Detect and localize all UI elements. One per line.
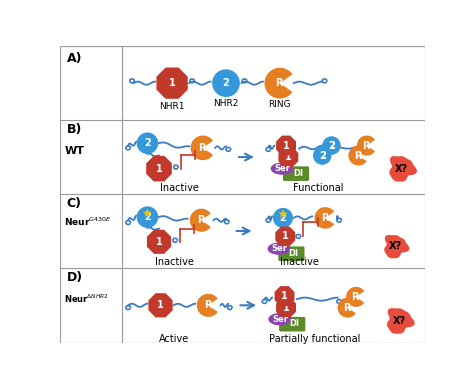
Text: Neur$^{\Delta NHR2}$: Neur$^{\Delta NHR2}$ — [64, 293, 109, 305]
Text: Dl: Dl — [289, 249, 299, 258]
Circle shape — [137, 206, 158, 228]
FancyBboxPatch shape — [279, 317, 305, 331]
Text: 1: 1 — [155, 237, 163, 247]
Text: Dl: Dl — [290, 319, 300, 328]
Text: Inactive: Inactive — [280, 257, 319, 267]
Wedge shape — [357, 136, 375, 156]
Text: Partially functional: Partially functional — [269, 334, 360, 344]
Text: Active: Active — [159, 334, 190, 344]
Polygon shape — [275, 226, 295, 246]
Text: R: R — [354, 151, 361, 161]
Text: X?: X? — [392, 316, 406, 326]
Text: R: R — [204, 300, 211, 310]
Text: 1: 1 — [283, 141, 290, 151]
Polygon shape — [384, 235, 410, 258]
Text: 2: 2 — [280, 213, 286, 223]
Ellipse shape — [271, 162, 294, 175]
Text: B): B) — [66, 123, 82, 136]
Text: R: R — [321, 213, 328, 223]
FancyBboxPatch shape — [278, 246, 304, 261]
Polygon shape — [146, 156, 172, 181]
Ellipse shape — [268, 313, 292, 325]
Wedge shape — [337, 298, 356, 318]
Wedge shape — [190, 209, 211, 232]
Text: 1: 1 — [282, 231, 289, 241]
Text: 2: 2 — [144, 138, 151, 148]
Text: NHR2: NHR2 — [213, 99, 239, 108]
Text: 2: 2 — [223, 78, 229, 88]
Polygon shape — [389, 156, 417, 182]
Text: R: R — [363, 141, 370, 151]
Wedge shape — [346, 287, 365, 307]
Polygon shape — [143, 209, 152, 217]
Polygon shape — [156, 67, 188, 99]
Text: R: R — [198, 143, 206, 153]
Circle shape — [322, 136, 341, 155]
Text: 1: 1 — [169, 78, 175, 88]
Text: 2: 2 — [319, 151, 326, 161]
Text: Dl: Dl — [293, 169, 303, 178]
Circle shape — [137, 132, 158, 154]
Wedge shape — [315, 207, 334, 229]
Text: WT: WT — [64, 146, 84, 156]
Text: RING: RING — [269, 100, 291, 109]
Text: Ser: Ser — [274, 164, 290, 173]
Circle shape — [313, 146, 331, 165]
Text: X?: X? — [389, 241, 402, 251]
Text: 1: 1 — [157, 300, 164, 310]
Text: 2: 2 — [329, 141, 335, 150]
Text: Inactive: Inactive — [155, 257, 194, 267]
Text: R: R — [197, 215, 204, 225]
Text: Ser: Ser — [272, 315, 288, 324]
Text: 1: 1 — [281, 291, 288, 301]
Polygon shape — [387, 308, 415, 334]
Text: 2: 2 — [328, 141, 335, 151]
Text: 2: 2 — [144, 212, 151, 222]
Polygon shape — [147, 230, 171, 254]
Text: A): A) — [66, 52, 82, 65]
Wedge shape — [264, 68, 292, 99]
Polygon shape — [276, 136, 296, 156]
Text: R: R — [352, 292, 359, 302]
Polygon shape — [279, 209, 287, 218]
Text: Functional: Functional — [293, 183, 344, 193]
Text: 1: 1 — [155, 164, 163, 174]
Text: R: R — [275, 78, 283, 88]
Ellipse shape — [267, 243, 291, 255]
Circle shape — [273, 208, 293, 228]
Circle shape — [212, 69, 240, 97]
Text: R: R — [343, 303, 351, 313]
Polygon shape — [278, 147, 298, 167]
Polygon shape — [276, 298, 296, 318]
Wedge shape — [348, 146, 366, 166]
Text: D): D) — [66, 271, 83, 284]
Text: Inactive: Inactive — [160, 183, 199, 193]
Polygon shape — [148, 293, 173, 317]
Wedge shape — [197, 294, 218, 317]
Wedge shape — [191, 136, 213, 160]
Text: Neur$^{G430E}$: Neur$^{G430E}$ — [64, 216, 111, 228]
Text: NHR1: NHR1 — [159, 102, 185, 111]
Text: 1: 1 — [285, 152, 292, 162]
Polygon shape — [274, 286, 294, 306]
Text: C): C) — [66, 197, 82, 210]
Text: 1: 1 — [283, 303, 290, 313]
Text: Ser: Ser — [271, 244, 287, 253]
Text: X?: X? — [395, 164, 408, 174]
Text: 2: 2 — [320, 151, 326, 160]
FancyBboxPatch shape — [283, 166, 309, 181]
